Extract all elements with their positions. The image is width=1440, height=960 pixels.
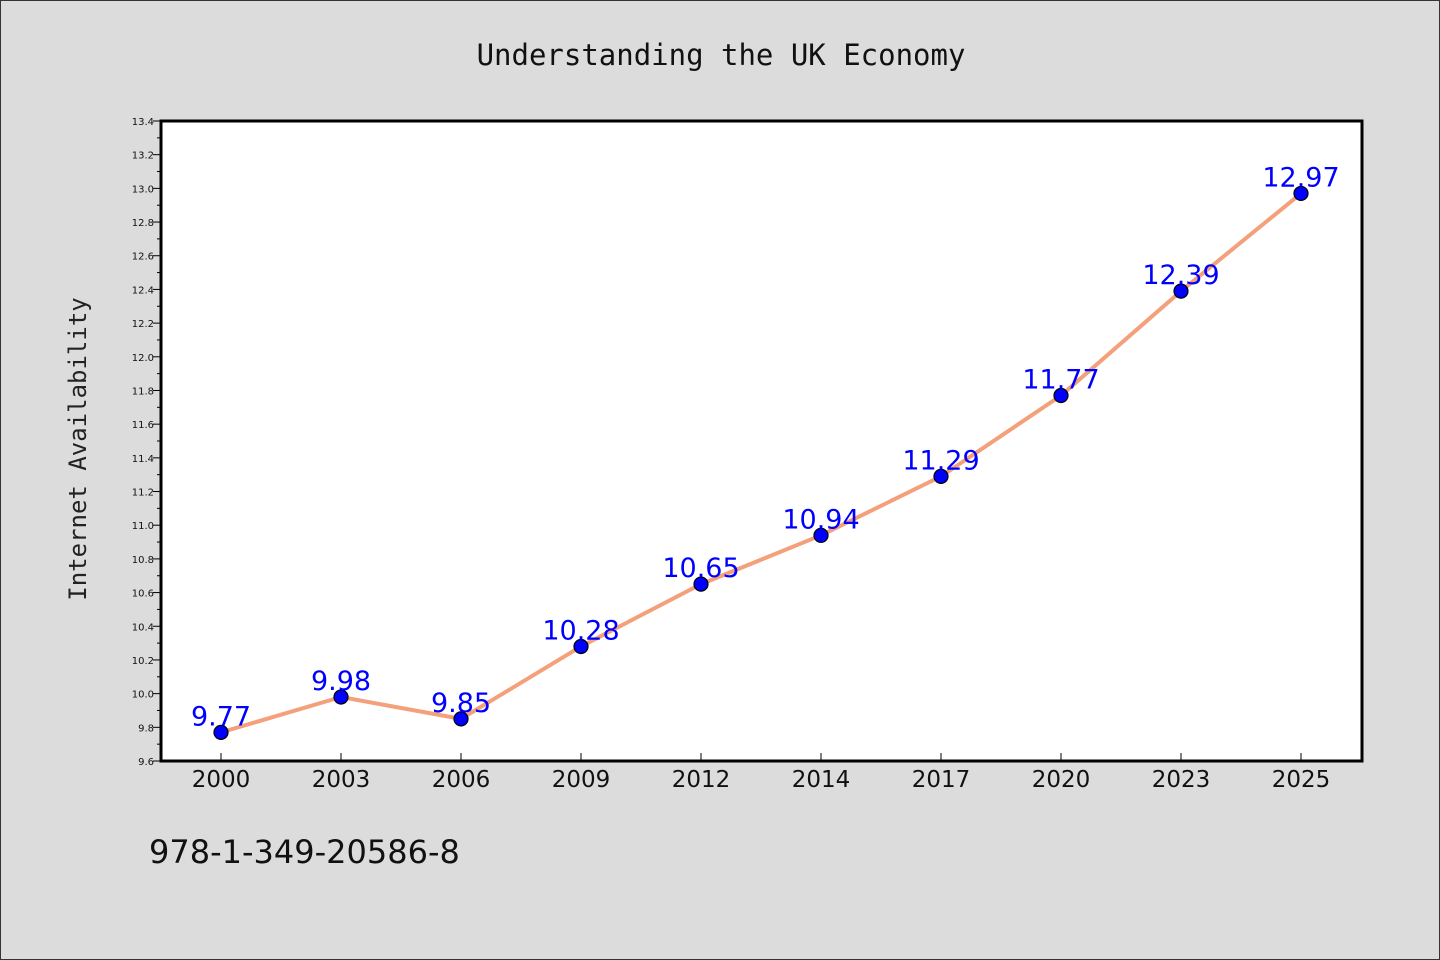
data-point: [573, 638, 589, 655]
y-tick-label: 12.0: [132, 353, 154, 364]
y-tick-label: 13.4: [132, 117, 154, 128]
series-line: [219, 191, 1303, 735]
x-tick-label: 2017: [912, 767, 971, 793]
y-tick-label: 12.6: [132, 252, 154, 263]
data-point: [1293, 185, 1309, 202]
y-axis-ticks: 9.6 9.8 10.0 10.2 10.4 10.6 10.8 11.0 11.2 11.4 11…: [132, 117, 161, 768]
y-tick-label: 9.8: [138, 723, 154, 734]
x-tick-label: 2006: [432, 767, 491, 793]
x-tick-label: 2014: [792, 767, 851, 793]
data-point: [213, 724, 229, 740]
data-label: 9.77: [191, 701, 251, 732]
x-tick-label: 2003: [312, 767, 371, 793]
data-label: 12.97: [1262, 162, 1339, 193]
y-tick-label: 10.8: [132, 555, 154, 566]
data-point: [813, 527, 829, 543]
data-label: 9.85: [431, 688, 491, 719]
x-axis-ticks: 2000 2003 2006 2009 2012 2014 2017 2020 2023 2025: [192, 753, 1331, 793]
data-label: 11.29: [902, 445, 979, 476]
data-label: 10.65: [662, 553, 739, 584]
y-tick-label: 11.0: [132, 521, 154, 532]
x-tick-label: 2009: [552, 767, 611, 793]
y-tick-label: 11.4: [132, 454, 154, 465]
data-label: 10.28: [542, 615, 619, 646]
data-point: [693, 576, 709, 592]
plot-area: [159, 119, 1364, 763]
data-point: [1053, 387, 1069, 404]
x-tick-label: 2023: [1152, 767, 1211, 793]
data-label: 9.98: [311, 666, 371, 697]
data-point: [1173, 283, 1189, 299]
y-tick-label: 10.2: [132, 656, 154, 667]
y-tick-label: 11.6: [132, 420, 154, 431]
data-label: 12.39: [1142, 260, 1219, 291]
data-point: [933, 468, 949, 484]
data-label: 11.77: [1022, 365, 1099, 396]
x-tick-label: 2025: [1272, 767, 1331, 793]
data-label: 10.94: [782, 504, 859, 535]
y-tick-label: 10.4: [132, 622, 154, 633]
y-tick-label: 13.2: [132, 151, 154, 162]
data-point: [333, 689, 349, 705]
series-layer: 9.77 9.98 9.85 10.28 10.65 10.94 11.29 11.77 12.…: [191, 162, 1340, 740]
y-tick-label: 12.8: [132, 218, 154, 229]
x-tick-label: 2012: [672, 767, 731, 793]
y-tick-label: 12.4: [132, 285, 154, 296]
data-point: [453, 711, 469, 727]
y-axis-label: Internet Availability: [64, 297, 92, 600]
y-tick-label: 10.6: [132, 589, 154, 600]
isbn-code: 978-1-349-20586-8: [149, 833, 460, 871]
y-tick-label: 11.8: [132, 386, 154, 397]
y-tick-label: 9.6: [138, 757, 154, 768]
y-tick-label: 11.2: [132, 488, 154, 499]
x-tick-label: 2020: [1032, 767, 1091, 793]
chart-title: Understanding the UK Economy: [477, 38, 966, 72]
y-tick-label: 13.0: [132, 184, 154, 195]
y-tick-label: 10.0: [132, 690, 154, 701]
y-tick-label: 12.2: [132, 319, 154, 330]
x-tick-label: 2000: [192, 767, 251, 793]
